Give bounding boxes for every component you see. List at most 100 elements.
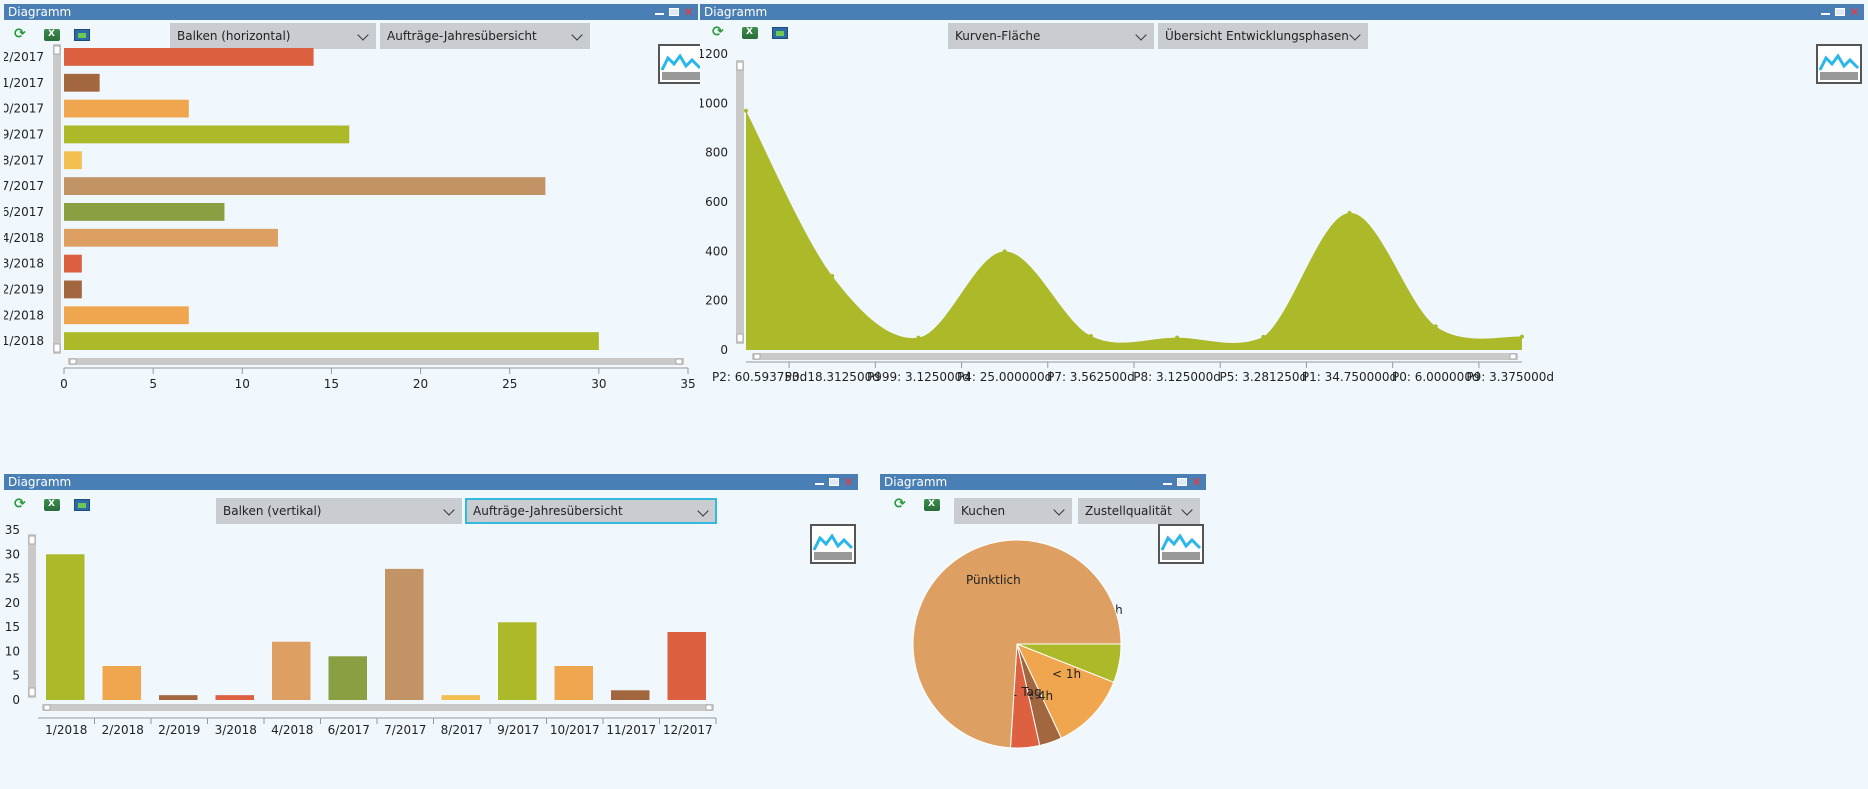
bar[interactable]: [611, 690, 650, 700]
dataset-select[interactable]: Aufträge-Jahresübersicht: [380, 23, 590, 49]
data-point[interactable]: [1347, 210, 1352, 215]
data-point[interactable]: [1261, 334, 1266, 339]
chart-thumbnail-icon[interactable]: [1158, 524, 1204, 564]
vertical-scrollbar[interactable]: [736, 60, 744, 344]
chart-type-select[interactable]: Kurven-Fläche: [948, 23, 1154, 49]
bar[interactable]: [328, 656, 368, 700]
close-icon[interactable]: ✕: [683, 4, 694, 19]
titlebar[interactable]: Diagramm ✕: [880, 474, 1206, 490]
scrollbar-arrow-up[interactable]: [53, 45, 61, 55]
refresh-icon[interactable]: [12, 27, 30, 42]
refresh-icon[interactable]: [12, 497, 30, 512]
dataset-select[interactable]: Zustellqualität: [1078, 498, 1200, 524]
bar[interactable]: [64, 48, 314, 66]
excel-export-icon[interactable]: [44, 29, 60, 41]
data-point[interactable]: [830, 274, 835, 278]
close-icon[interactable]: ✕: [1849, 4, 1860, 19]
window-title: Diagramm: [8, 5, 72, 19]
refresh-icon[interactable]: [710, 25, 728, 40]
data-point[interactable]: [1002, 249, 1007, 254]
pie-slice[interactable]: [1016, 643, 1115, 739]
scrollbar-arrow-up[interactable]: [736, 61, 744, 71]
bar[interactable]: [667, 632, 707, 700]
bar[interactable]: [441, 695, 481, 700]
data-point[interactable]: [1088, 333, 1093, 338]
horizontal-scrollbar[interactable]: [752, 353, 1518, 360]
image-export-icon[interactable]: [74, 499, 90, 511]
bar[interactable]: [64, 306, 189, 325]
excel-export-icon[interactable]: [924, 499, 940, 511]
chart-type-value: Kurven-Fläche: [955, 29, 1041, 43]
y-tick-label: 2/2018: [4, 308, 44, 322]
bar[interactable]: [102, 666, 142, 700]
scrollbar-arrow-down[interactable]: [736, 333, 744, 343]
vertical-scrollbar[interactable]: [28, 534, 36, 698]
bar[interactable]: [64, 73, 100, 92]
scrollbar-arrow-right[interactable]: [675, 358, 683, 365]
maximize-icon[interactable]: [1177, 478, 1187, 486]
scrollbar-arrow-left[interactable]: [69, 358, 77, 365]
chart-type-select[interactable]: Balken (vertikal): [216, 498, 462, 524]
close-icon[interactable]: ✕: [843, 474, 854, 489]
toolbar: [12, 27, 90, 42]
dataset-select[interactable]: Übersicht Entwicklungsphasen: [1158, 23, 1368, 49]
x-tick-label: 10: [235, 377, 250, 391]
x-tick-label: P3: 18.312500d: [785, 370, 880, 384]
bar[interactable]: [554, 666, 594, 700]
horizontal-scrollbar[interactable]: [42, 704, 714, 711]
bar[interactable]: [385, 568, 424, 700]
bar[interactable]: [64, 177, 546, 195]
titlebar[interactable]: Diagramm ✕: [700, 4, 1864, 20]
maximize-icon[interactable]: [1835, 8, 1845, 16]
bar[interactable]: [64, 332, 599, 350]
excel-export-icon[interactable]: [742, 27, 758, 39]
scrollbar-arrow-down[interactable]: [28, 687, 36, 697]
chart-type-select[interactable]: Balken (horizontal): [170, 23, 376, 49]
data-point[interactable]: [744, 108, 748, 113]
pie-slice[interactable]: [912, 539, 1122, 749]
bar[interactable]: [64, 228, 278, 247]
maximize-icon[interactable]: [829, 478, 839, 486]
chart-type-select[interactable]: Kuchen: [954, 498, 1072, 524]
dataset-select[interactable]: Aufträge-Jahresübersicht: [465, 498, 717, 524]
scrollbar-arrow-left[interactable]: [43, 704, 51, 711]
maximize-icon[interactable]: [669, 8, 679, 16]
image-export-icon[interactable]: [74, 29, 90, 41]
excel-export-icon[interactable]: [44, 499, 60, 511]
chart-thumbnail-icon[interactable]: [810, 524, 856, 564]
bar[interactable]: [498, 622, 537, 700]
y-tick-label: 15: [5, 620, 20, 634]
scrollbar-arrow-up[interactable]: [28, 535, 36, 545]
chart-thumbnail-icon[interactable]: [658, 44, 704, 84]
scrollbar-arrow-down[interactable]: [53, 343, 61, 353]
bar[interactable]: [64, 280, 82, 299]
close-icon[interactable]: ✕: [1191, 474, 1202, 489]
chart-thumbnail-icon[interactable]: [1816, 44, 1862, 84]
area-series[interactable]: [746, 110, 1522, 350]
horizontal-scrollbar[interactable]: [68, 358, 684, 365]
x-tick-label: 11/2017: [606, 723, 656, 737]
bar[interactable]: [64, 151, 82, 170]
titlebar[interactable]: Diagramm ✕: [4, 474, 858, 490]
data-point[interactable]: [916, 335, 921, 340]
data-point[interactable]: [1433, 324, 1438, 329]
image-export-icon[interactable]: [772, 27, 788, 39]
scrollbar-arrow-right[interactable]: [705, 704, 713, 711]
bar[interactable]: [64, 203, 225, 221]
bar[interactable]: [64, 125, 350, 144]
x-tick-label: P2: 60.593750d: [712, 370, 807, 384]
bar[interactable]: [272, 641, 311, 700]
bar[interactable]: [64, 99, 189, 118]
scrollbar-arrow-right[interactable]: [1509, 353, 1517, 360]
data-point[interactable]: [1175, 335, 1180, 340]
titlebar[interactable]: Diagramm ✕: [4, 4, 698, 20]
vertical-scrollbar[interactable]: [53, 44, 61, 354]
data-point[interactable]: [1520, 334, 1524, 339]
scrollbar-arrow-left[interactable]: [753, 353, 761, 360]
bar[interactable]: [64, 254, 82, 273]
refresh-icon[interactable]: [892, 497, 910, 512]
bar[interactable]: [215, 695, 255, 700]
bar[interactable]: [159, 695, 198, 700]
bar[interactable]: [46, 554, 85, 700]
x-tick-label: 25: [502, 377, 517, 391]
